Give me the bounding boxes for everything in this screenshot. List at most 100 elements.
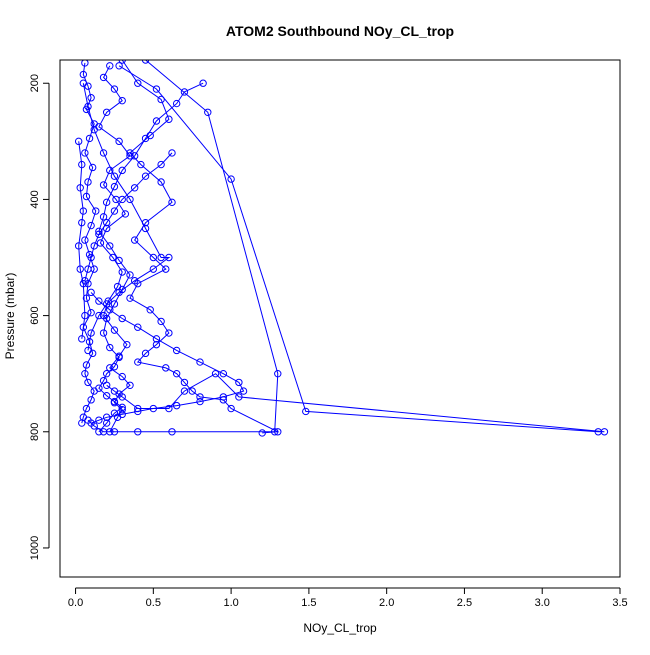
- data-point: [130, 152, 139, 160]
- data-point: [81, 60, 89, 67]
- data-point: [102, 198, 111, 207]
- data-point: [106, 242, 114, 250]
- data-point: [95, 311, 103, 320]
- data-point: [137, 160, 145, 169]
- data-point: [141, 172, 150, 180]
- series-line: [78, 141, 86, 339]
- data-point: [106, 343, 114, 352]
- data-point: [196, 393, 204, 401]
- data-point: [82, 361, 91, 369]
- data-point: [115, 62, 123, 70]
- data-point: [180, 387, 189, 395]
- data-point: [95, 384, 103, 392]
- data-point: [152, 335, 161, 343]
- data-point: [134, 358, 142, 366]
- data-point: [168, 428, 176, 436]
- data-point: [102, 218, 111, 227]
- data-point: [78, 335, 86, 343]
- data-point: [110, 409, 119, 417]
- data-point: [99, 428, 108, 436]
- data-point: [87, 94, 95, 102]
- data-point: [270, 428, 279, 436]
- data-point: [227, 404, 235, 413]
- data-point: [258, 429, 266, 437]
- data-point: [84, 102, 92, 111]
- data-point: [126, 294, 134, 302]
- data-point: [78, 218, 86, 227]
- series-line: [81, 62, 97, 424]
- x-tick-label: 1.0: [223, 597, 238, 609]
- series-5: [102, 62, 609, 436]
- data-point: [118, 166, 126, 175]
- series-line: [82, 83, 171, 351]
- data-point: [196, 358, 204, 366]
- data-point: [204, 108, 212, 116]
- data-point: [87, 288, 95, 297]
- data-point: [141, 134, 150, 143]
- data-point: [95, 416, 103, 424]
- data-point: [87, 396, 95, 404]
- data-point: [99, 149, 108, 157]
- data-point: [115, 288, 123, 297]
- data-point: [102, 381, 111, 390]
- data-point: [79, 70, 88, 79]
- data-point: [87, 419, 95, 427]
- data-point: [168, 198, 176, 207]
- data-point: [172, 346, 181, 355]
- data-point: [102, 392, 111, 400]
- data-point: [227, 175, 235, 183]
- data-point: [95, 297, 103, 305]
- data-point: [146, 306, 154, 314]
- data-point: [90, 242, 98, 250]
- data-point: [130, 236, 139, 244]
- data-point: [168, 149, 176, 157]
- data-point: [157, 253, 165, 262]
- data-point: [126, 271, 134, 279]
- data-point: [99, 213, 108, 221]
- data-point: [110, 85, 119, 93]
- data-point: [162, 265, 170, 273]
- data-point: [118, 410, 126, 419]
- data-point: [211, 369, 220, 378]
- data-point: [115, 256, 123, 265]
- data-point: [109, 253, 117, 262]
- data-point: [110, 172, 119, 180]
- data-point: [88, 163, 97, 172]
- data-point: [84, 265, 92, 273]
- data-point: [74, 137, 83, 146]
- data-point: [130, 277, 139, 285]
- series-4: [95, 79, 207, 436]
- data-point: [82, 294, 91, 302]
- data-point: [165, 115, 173, 123]
- data-point: [84, 378, 92, 387]
- data-point: [141, 349, 150, 358]
- data-point: [82, 192, 91, 201]
- data-point: [274, 369, 282, 378]
- data-point: [121, 210, 130, 218]
- data-point: [152, 85, 161, 93]
- data-point: [102, 224, 111, 233]
- data-point: [152, 117, 161, 125]
- data-point: [118, 268, 126, 276]
- data-point: [78, 419, 86, 427]
- data-point: [81, 149, 89, 157]
- y-tick-label: 1000: [29, 536, 41, 560]
- data-point: [87, 221, 95, 230]
- y-axis-label: Pressure (mbar): [3, 273, 17, 360]
- data-point: [134, 79, 142, 87]
- data-point: [235, 393, 243, 401]
- data-point: [84, 178, 92, 186]
- y-tick-label: 200: [29, 74, 41, 92]
- y-axis: 200 400 600 800 1000: [29, 74, 50, 560]
- x-tick-label: 0.0: [68, 597, 83, 609]
- data-point: [115, 353, 123, 362]
- series-6: [84, 60, 282, 436]
- data-point: [90, 126, 98, 134]
- data-point: [95, 230, 103, 238]
- data-point: [196, 397, 204, 406]
- data-point: [106, 62, 114, 70]
- data-point: [110, 207, 119, 215]
- data-point: [118, 393, 126, 401]
- x-tick-label: 0.5: [146, 597, 161, 609]
